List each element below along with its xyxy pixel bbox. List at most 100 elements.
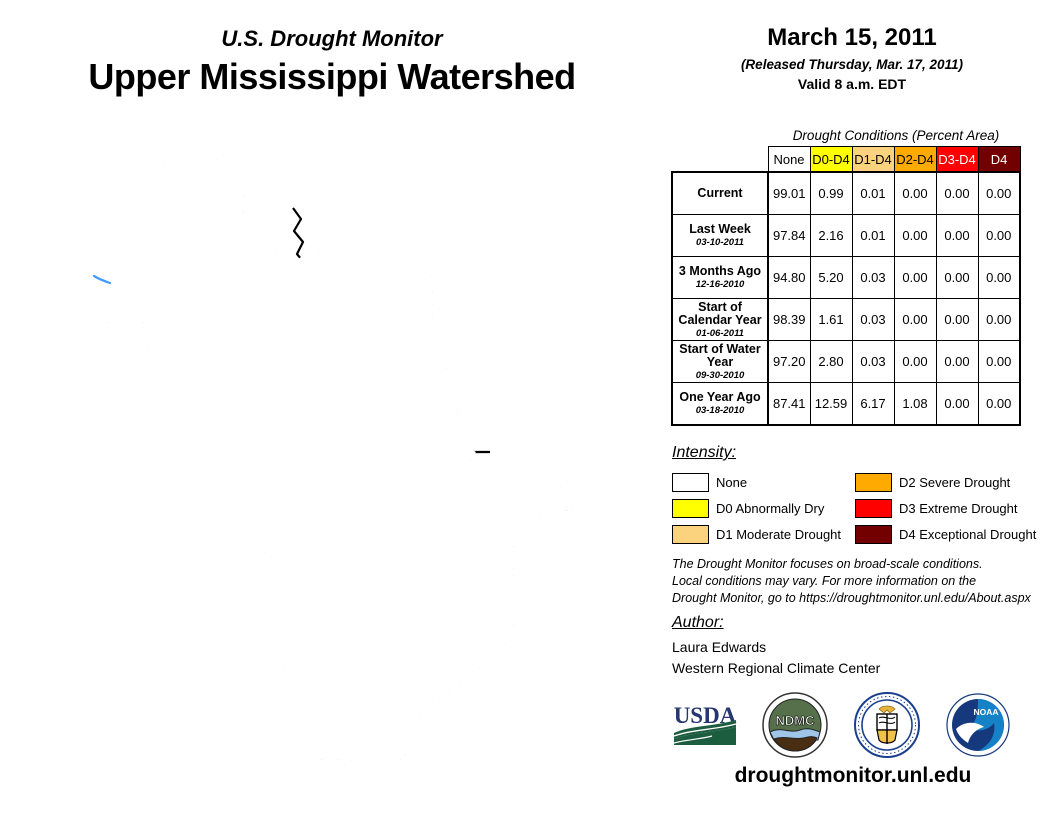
percent-area-value: 1.61 — [809, 298, 853, 341]
percent-area-value: 0.03 — [851, 256, 895, 299]
table-row: One Year Ago 03-18-2010 87.41 12.59 6.17 1.08… — [671, 382, 1021, 426]
disclaimer-line: Local conditions may vary. For more info… — [672, 574, 977, 588]
percent-area-value: 97.84 — [767, 214, 811, 257]
table-corner — [672, 147, 768, 173]
row-label: 3 Months Ago 12-16-2010 — [671, 256, 769, 299]
table-row: Current 99.01 0.99 0.01 0.00 0.00 0.00 — [671, 171, 1021, 215]
percent-area-value: 0.99 — [809, 171, 853, 215]
row-label-date: 03-10-2011 — [696, 237, 744, 248]
column-header-d0-d4: D0-D4 — [809, 146, 853, 173]
percent-area-value: 0.01 — [851, 214, 895, 257]
west-tributary — [92, 274, 112, 285]
table-title: Drought Conditions (Percent Area) — [792, 128, 1000, 143]
disclaimer-line: The Drought Monitor focuses on broad-sca… — [672, 557, 983, 571]
legend-label: None — [716, 474, 748, 490]
legend-label: D3 Extreme Drought — [899, 500, 1018, 516]
disclaimer-line: Drought Monitor, go to https://droughtmo… — [672, 591, 1031, 605]
author-organization: Western Regional Climate Center — [672, 660, 881, 676]
percent-area-value: 0.00 — [935, 171, 979, 215]
row-label: Start of Water Year 09-30-2010 — [671, 340, 769, 383]
percent-area-value: 0.03 — [851, 298, 895, 341]
percent-area-value: 5.20 — [809, 256, 853, 299]
percent-area-value: 97.20 — [767, 340, 811, 383]
column-header-none: None — [767, 146, 811, 173]
percent-area-value: 0.00 — [935, 382, 979, 426]
doc-seal-logo — [854, 692, 920, 758]
percent-area-value: 98.39 — [767, 298, 811, 341]
drought-conditions-table: None D0-D4 D1-D4 D2-D4 D3-D4 D4 Current 99.01 0… — [671, 146, 1021, 426]
noaa-logo: NOAA — [946, 693, 1010, 757]
percent-area-value: 0.00 — [893, 171, 937, 215]
legend-swatch-icon — [855, 524, 892, 544]
ndmc-logo: NDMC — [762, 692, 828, 758]
legend-swatch-icon — [672, 524, 709, 544]
column-header-d3-d4: D3-D4 — [935, 146, 979, 173]
legend-label: D1 Moderate Drought — [716, 526, 842, 542]
valid-time: Valid 8 a.m. EDT — [797, 76, 907, 92]
legend-swatch-icon — [855, 498, 892, 518]
usdm-subtitle: U.S. Drought Monitor — [221, 26, 443, 51]
percent-area-value: 0.00 — [893, 256, 937, 299]
row-label-date: 09-30-2010 — [695, 369, 745, 381]
percent-area-value: 94.80 — [767, 256, 811, 299]
column-header-d4: D4 — [977, 146, 1021, 173]
row-label-text: Start of Water Year — [679, 341, 761, 369]
row-label-date: 03-18-2010 — [695, 405, 745, 416]
row-label-text: One Year Ago — [679, 390, 761, 404]
row-label-text: Current — [697, 186, 743, 200]
agency-logos: USDA NDMC NOAA — [670, 690, 1020, 760]
table-row: Start of Calendar Year 01-06-2011 98.39 1.6… — [671, 298, 1021, 341]
percent-area-value: 2.80 — [809, 340, 853, 383]
legend-swatch-icon — [672, 498, 709, 518]
author-name: Laura Edwards — [672, 639, 767, 655]
row-label: Last Week 03-10-2011 — [671, 214, 769, 257]
percent-area-value: 0.00 — [935, 340, 979, 383]
percent-area-value: 0.00 — [977, 256, 1021, 299]
author-block: Author: Laura Edwards Western Regional C… — [672, 614, 880, 676]
map-title-block: U.S. Drought Monitor Upper Mississippi W… — [10, 26, 654, 98]
percent-area-value: 0.00 — [977, 171, 1021, 215]
percent-area-value: 0.00 — [893, 298, 937, 341]
percent-area-value: 1.08 — [893, 382, 937, 426]
row-label: One Year Ago 03-18-2010 — [671, 382, 769, 426]
legend-label: D2 Severe Drought — [899, 474, 1011, 490]
percent-area-value: 0.00 — [893, 214, 937, 257]
percent-area-value: 0.00 — [935, 214, 979, 257]
legend-title: Intensity: — [672, 444, 737, 461]
row-label-date: 12-16-2010 — [695, 279, 745, 290]
table-row: Start of Water Year 09-30-2010 97.20 2.80 0.… — [671, 340, 1021, 383]
legend-swatch-icon — [855, 472, 892, 492]
legend-item: D1 Moderate Drought — [672, 521, 855, 547]
row-label-text: Start of Calendar Year — [678, 299, 762, 327]
date-block: March 15, 2011 (Released Thursday, Mar. … — [672, 24, 1032, 92]
percent-area-value: 12.59 — [809, 382, 853, 426]
percent-area-value: 0.00 — [893, 340, 937, 383]
legend-item: None — [672, 469, 855, 495]
percent-area-value: 2.16 — [809, 214, 853, 257]
percent-area-value: 0.00 — [977, 340, 1021, 383]
row-label-text: 3 Months Ago — [678, 264, 762, 278]
author-heading: Author: — [672, 614, 724, 631]
percent-area-value: 0.01 — [851, 171, 895, 215]
page-title: Upper Mississippi Watershed — [88, 56, 576, 97]
legend-item: D4 Exceptional Drought — [855, 521, 1042, 547]
legend-item: D3 Extreme Drought — [855, 495, 1042, 521]
percent-area-value: 87.41 — [767, 382, 811, 426]
percent-area-value: 0.00 — [935, 298, 979, 341]
column-header-d1-d4: D1-D4 — [851, 146, 895, 173]
release-date: (Released Thursday, Mar. 17, 2011) — [740, 57, 964, 72]
percent-area-value: 0.00 — [977, 382, 1021, 426]
percent-area-value: 0.00 — [977, 214, 1021, 257]
legend-label: D4 Exceptional Drought — [899, 526, 1037, 542]
column-header-d2-d4: D2-D4 — [893, 146, 937, 173]
intensity-legend: Intensity: None D0 Abnormally Dry D1 Moder… — [672, 444, 1042, 547]
ndmc-text: NDMC — [776, 713, 816, 728]
percent-area-value: 6.17 — [851, 382, 895, 426]
percent-area-value: 0.00 — [977, 298, 1021, 341]
site-url: droughtmonitor.unl.edu — [734, 764, 972, 787]
percent-area-value: 0.00 — [935, 256, 979, 299]
disclaimer-text: The Drought Monitor focuses on broad-sca… — [672, 556, 1052, 607]
percent-area-value: 0.03 — [851, 340, 895, 383]
row-label: Start of Calendar Year 01-06-2011 — [671, 298, 769, 341]
